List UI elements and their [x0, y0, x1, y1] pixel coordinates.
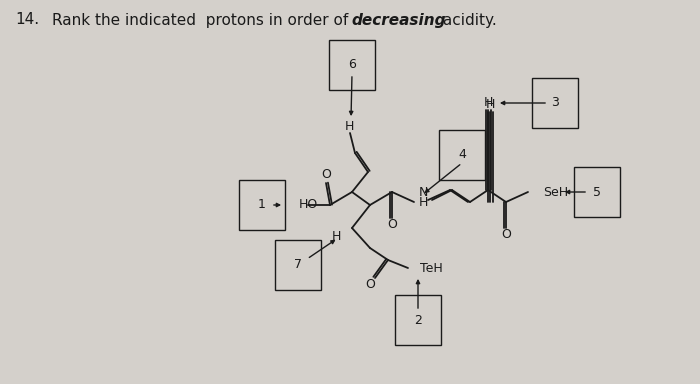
Text: 14.: 14.: [15, 13, 39, 28]
Text: HO: HO: [299, 199, 318, 212]
Text: H: H: [344, 119, 354, 132]
Text: O: O: [321, 167, 331, 180]
Text: decreasing: decreasing: [351, 13, 445, 28]
Text: acidity.: acidity.: [438, 13, 497, 28]
Text: Rank the indicated  protons in order of: Rank the indicated protons in order of: [52, 13, 353, 28]
Text: 1: 1: [258, 199, 266, 212]
Text: 7: 7: [294, 258, 302, 271]
Text: 2: 2: [414, 313, 422, 326]
Text: O: O: [387, 218, 397, 232]
Text: TeH: TeH: [420, 262, 442, 275]
Text: 5: 5: [593, 185, 601, 199]
Text: 4: 4: [458, 149, 466, 162]
Text: SeH: SeH: [543, 185, 568, 199]
Text: O: O: [501, 228, 511, 242]
Text: H: H: [485, 98, 495, 111]
Text: 3: 3: [551, 96, 559, 109]
Text: N: N: [419, 187, 428, 200]
Text: H: H: [483, 96, 493, 109]
Text: O: O: [365, 278, 375, 291]
Text: H: H: [419, 195, 428, 209]
Text: 6: 6: [348, 58, 356, 71]
Text: H: H: [332, 230, 341, 243]
